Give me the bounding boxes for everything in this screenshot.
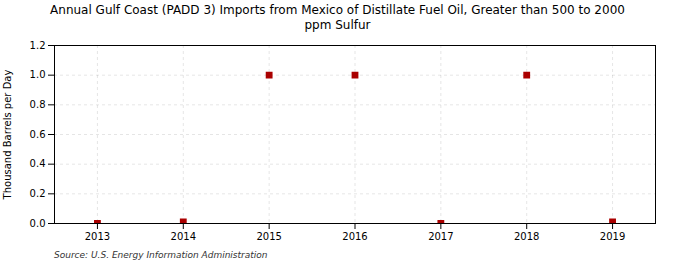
svg-text:2015: 2015 <box>256 231 281 242</box>
svg-text:2019: 2019 <box>600 231 625 242</box>
svg-text:1.2: 1.2 <box>30 40 46 51</box>
svg-text:0.8: 0.8 <box>30 99 46 110</box>
svg-text:0.0: 0.0 <box>30 218 46 229</box>
svg-text:2014: 2014 <box>171 231 196 242</box>
svg-text:0.2: 0.2 <box>30 188 46 199</box>
svg-text:2017: 2017 <box>428 231 453 242</box>
html-text:Annual Gulf Coast (PADD 3) Imp: Annual Gulf Coast (PADD 3) Imports from … <box>50 3 625 32</box>
svg-text:1.0: 1.0 <box>30 69 46 80</box>
html-text:Source: U.S. Energy Informatio: Source: U.S. Energy Information Administ… <box>54 250 268 260</box>
svg-text:0.6: 0.6 <box>30 129 46 140</box>
svg-text:Thousand Barrels per Day: Thousand Barrels per Day <box>2 70 13 201</box>
svg-text:2016: 2016 <box>342 231 367 242</box>
svg-text:0.4: 0.4 <box>30 158 46 169</box>
svg-text:2018: 2018 <box>514 231 539 242</box>
svg-text:2013: 2013 <box>85 231 110 242</box>
